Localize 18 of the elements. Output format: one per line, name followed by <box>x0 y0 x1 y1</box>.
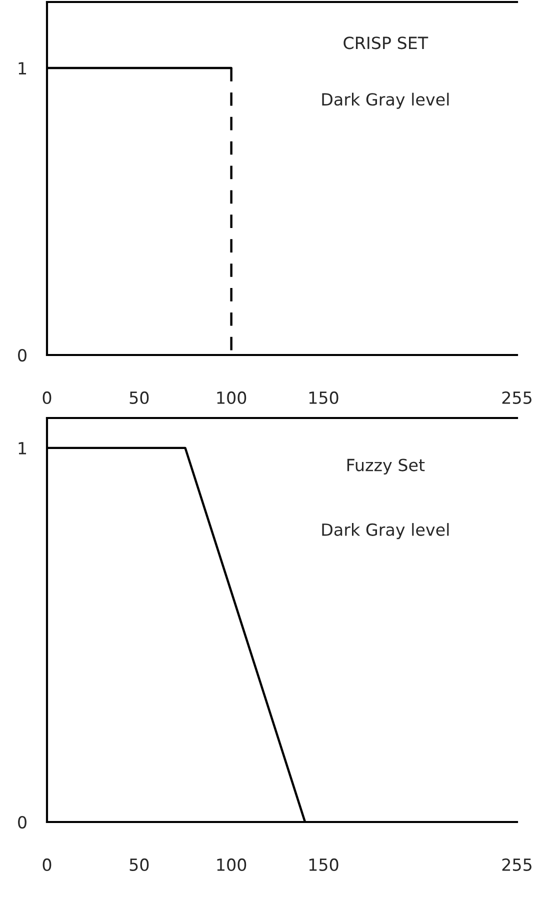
x-tick-label: 100 <box>217 858 246 872</box>
x-tick-label: 100 <box>217 391 246 404</box>
x-tick-label: 150 <box>309 858 338 872</box>
x-tick-label: 50 <box>130 391 149 404</box>
x-tick-label: 50 <box>130 858 149 872</box>
y-tick-label: 0 <box>18 348 26 362</box>
x-tick-label: 255 <box>502 391 532 404</box>
x-tick-label: 0 <box>42 858 52 872</box>
x-tick-label: 150 <box>309 391 338 404</box>
y-tick-label: 1 <box>18 442 26 454</box>
y-tick-label: 0 <box>18 816 26 829</box>
annotation: Dark Gray level <box>322 92 449 109</box>
annotation: CRISP SET <box>344 36 428 50</box>
y-tick-label: 1 <box>18 62 26 74</box>
x-tick-label: 0 <box>42 391 52 404</box>
x-tick-label: 255 <box>502 858 532 872</box>
annotation: Dark Gray level <box>322 523 449 540</box>
annotation: Fuzzy Set <box>347 458 425 475</box>
